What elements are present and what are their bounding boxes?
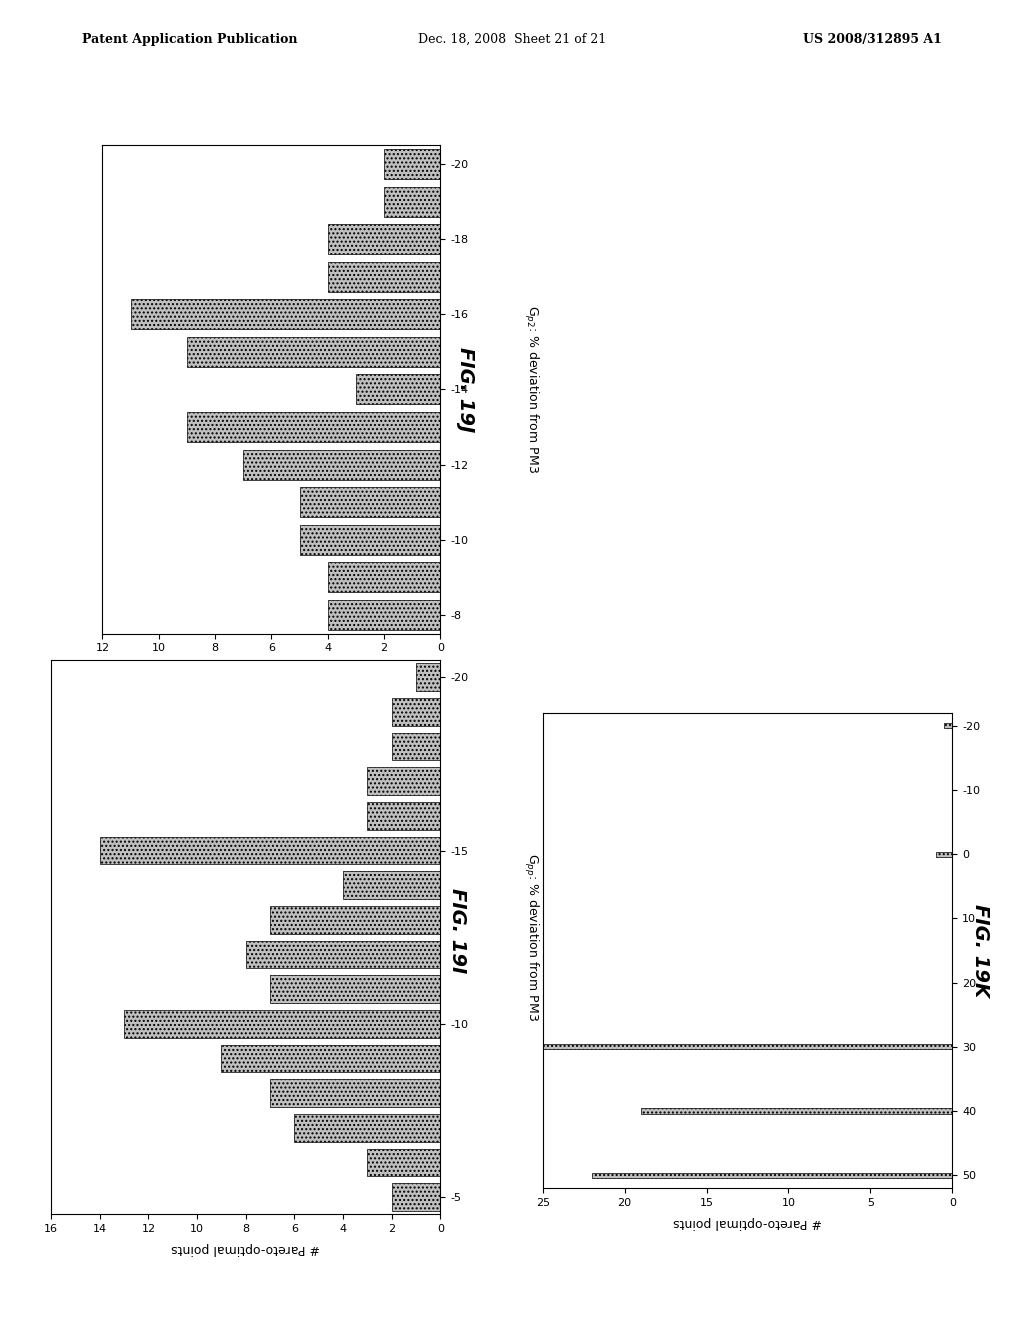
Text: Patent Application Publication: Patent Application Publication <box>82 33 297 46</box>
Bar <box>246 941 440 969</box>
X-axis label: # Pareto-optimal points: # Pareto-optimal points <box>673 1216 822 1229</box>
Bar <box>187 412 440 442</box>
Bar <box>270 1080 440 1107</box>
Y-axis label: G$_{p2}$: % deviation from PM3: G$_{p2}$: % deviation from PM3 <box>521 305 540 474</box>
Text: FIG. 19J: FIG. 19J <box>457 347 475 432</box>
Bar <box>384 149 440 180</box>
Bar <box>368 1148 440 1176</box>
Bar <box>416 664 440 692</box>
Text: FIG. 19K: FIG. 19K <box>972 904 990 997</box>
Bar <box>99 837 440 865</box>
Bar <box>391 733 440 760</box>
Bar <box>328 261 440 292</box>
X-axis label: # Pareto-optimal points: # Pareto-optimal points <box>171 1242 321 1255</box>
Bar <box>328 599 440 630</box>
Bar <box>936 851 952 857</box>
Bar <box>270 906 440 933</box>
Bar <box>187 337 440 367</box>
Bar <box>592 1172 952 1177</box>
Bar <box>270 975 440 1003</box>
Bar <box>543 1044 952 1049</box>
Text: FIG. 19I: FIG. 19I <box>449 888 467 973</box>
Bar <box>328 224 440 255</box>
Bar <box>384 186 440 216</box>
Bar <box>295 1114 440 1142</box>
Bar <box>300 524 440 554</box>
Bar <box>368 803 440 830</box>
X-axis label: # Pareto-optimal points: # Pareto-optimal points <box>197 661 346 675</box>
Bar <box>343 871 440 899</box>
Bar <box>300 487 440 517</box>
Bar <box>124 1010 440 1038</box>
Bar <box>391 698 440 726</box>
Text: US 2008/312895 A1: US 2008/312895 A1 <box>803 33 942 46</box>
Bar <box>131 300 440 329</box>
Bar <box>356 375 440 404</box>
Bar <box>221 1044 440 1072</box>
Bar <box>641 1109 952 1114</box>
Bar <box>244 450 440 479</box>
Bar <box>368 767 440 795</box>
Text: Dec. 18, 2008  Sheet 21 of 21: Dec. 18, 2008 Sheet 21 of 21 <box>418 33 606 46</box>
Y-axis label: G$_{pp}$: % deviation from PM3: G$_{pp}$: % deviation from PM3 <box>521 853 540 1022</box>
Bar <box>944 723 952 729</box>
Bar <box>391 1183 440 1210</box>
Bar <box>328 562 440 593</box>
